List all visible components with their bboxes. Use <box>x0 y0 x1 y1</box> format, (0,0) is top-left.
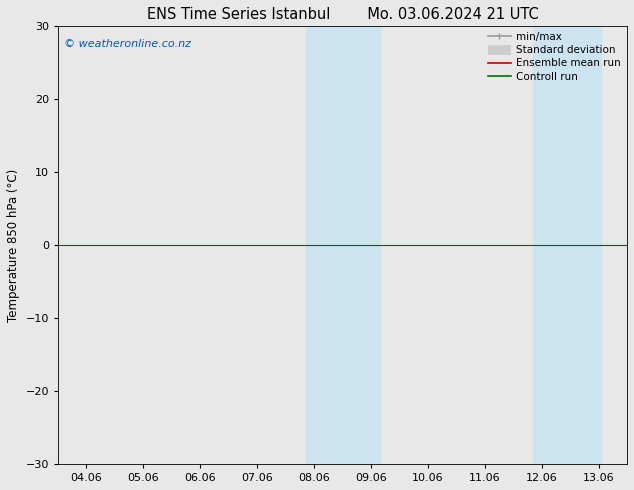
Title: ENS Time Series Istanbul        Mo. 03.06.2024 21 UTC: ENS Time Series Istanbul Mo. 03.06.2024 … <box>146 7 538 22</box>
Bar <box>533 26 602 464</box>
Y-axis label: Temperature 850 hPa (°C): Temperature 850 hPa (°C) <box>7 169 20 321</box>
Text: © weatheronline.co.nz: © weatheronline.co.nz <box>64 39 191 49</box>
Legend: min/max, Standard deviation, Ensemble mean run, Controll run: min/max, Standard deviation, Ensemble me… <box>484 28 625 86</box>
Bar <box>306 26 380 464</box>
